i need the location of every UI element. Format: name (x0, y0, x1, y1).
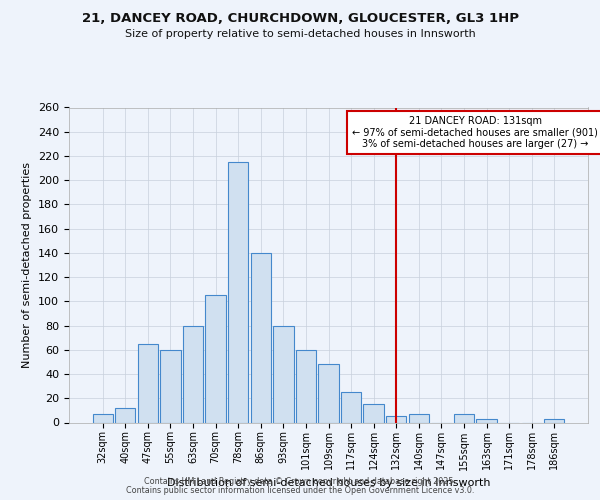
Bar (386, 416, 406, 422)
Text: 21 DANCEY ROAD: 131sqm
← 97% of semi-detached houses are smaller (901)
3% of sem: 21 DANCEY ROAD: 131sqm ← 97% of semi-det… (352, 116, 598, 149)
Text: Contains HM Land Registry data © Crown copyright and database right 2025.: Contains HM Land Registry data © Crown c… (144, 477, 456, 486)
Bar (364, 404, 384, 422)
Text: Contains public sector information licensed under the Open Government Licence v3: Contains public sector information licen… (126, 486, 474, 495)
Y-axis label: Number of semi-detached properties: Number of semi-detached properties (22, 162, 32, 368)
Bar (115, 408, 136, 422)
Bar (160, 350, 181, 422)
Bar (341, 392, 361, 422)
Bar (138, 344, 158, 422)
Bar (273, 326, 293, 422)
Bar (476, 419, 497, 422)
Bar (251, 253, 271, 422)
Bar (454, 414, 474, 422)
Bar (205, 296, 226, 422)
Bar (183, 326, 203, 422)
Bar (92, 414, 113, 422)
Bar (319, 364, 338, 422)
Text: 21, DANCEY ROAD, CHURCHDOWN, GLOUCESTER, GL3 1HP: 21, DANCEY ROAD, CHURCHDOWN, GLOUCESTER,… (82, 12, 518, 26)
Bar (544, 419, 565, 422)
Bar (409, 414, 429, 422)
Bar (296, 350, 316, 422)
Text: Size of property relative to semi-detached houses in Innsworth: Size of property relative to semi-detach… (125, 29, 475, 39)
X-axis label: Distribution of semi-detached houses by size in Innsworth: Distribution of semi-detached houses by … (167, 478, 490, 488)
Bar (228, 162, 248, 422)
